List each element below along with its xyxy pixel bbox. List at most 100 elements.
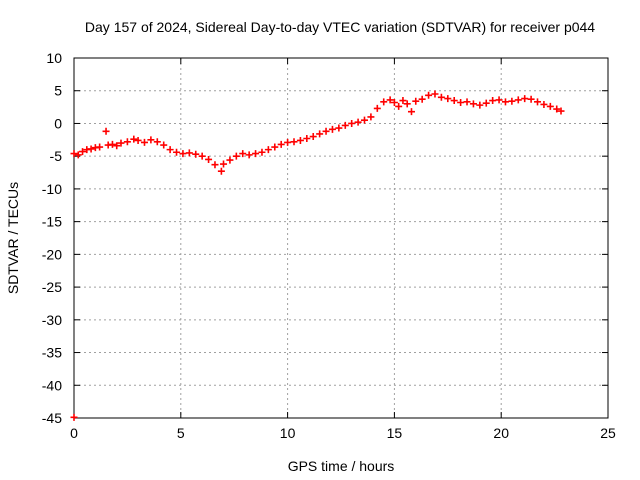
data-point-marker xyxy=(147,136,155,144)
data-point-marker xyxy=(160,141,168,149)
data-point-marker xyxy=(153,138,161,146)
axis-ticks: 0 5 10 15 20 25 10 5 0 -5 -10 -15 -20 -25 -30 -35 -40 -45 xyxy=(42,50,616,441)
data-point-marker xyxy=(335,124,343,132)
x-tick-label: 25 xyxy=(600,425,616,441)
x-tick-label: 15 xyxy=(387,425,403,441)
y-tick-label: -10 xyxy=(42,181,62,197)
data-point-marker xyxy=(140,138,148,146)
data-point-marker xyxy=(185,149,193,157)
data-point-marker xyxy=(239,150,247,158)
data-point-marker xyxy=(316,130,324,138)
data-point-marker xyxy=(425,91,433,99)
data-point-marker xyxy=(540,100,548,108)
data-point-marker xyxy=(173,148,181,156)
y-tick-label: -15 xyxy=(42,214,62,230)
data-point-marker xyxy=(252,150,260,158)
data-point-marker xyxy=(495,96,503,104)
data-point-marker xyxy=(463,98,471,106)
data-point-marker xyxy=(386,96,394,104)
data-point-marker xyxy=(264,146,272,154)
data-point-marker xyxy=(521,95,529,103)
data-point-marker xyxy=(469,100,477,108)
data-point-marker xyxy=(444,95,452,103)
data-point-marker xyxy=(412,97,420,105)
data-point-marker xyxy=(113,142,121,150)
data-point-marker xyxy=(309,133,317,141)
data-point-marker xyxy=(534,98,542,106)
grid-lines xyxy=(74,58,608,418)
data-point-marker xyxy=(277,140,285,148)
data-point-marker xyxy=(179,150,187,158)
data-point-marker xyxy=(192,150,200,158)
data-point-marker xyxy=(96,143,104,151)
data-point-marker xyxy=(450,97,458,105)
data-point-marker xyxy=(437,93,445,101)
data-point-marker xyxy=(373,104,381,112)
data-point-marker xyxy=(482,99,490,107)
data-point-marker xyxy=(220,160,228,168)
y-tick-label: -25 xyxy=(42,279,62,295)
data-point-marker xyxy=(271,143,279,151)
y-tick-label: -35 xyxy=(42,345,62,361)
data-point-marker xyxy=(102,127,110,135)
data-point-marker xyxy=(546,102,554,110)
data-point-marker xyxy=(457,99,465,107)
data-point-marker xyxy=(418,95,426,103)
data-point-marker xyxy=(296,136,304,144)
data-point-marker xyxy=(348,119,356,127)
x-tick-label: 10 xyxy=(280,425,296,441)
y-tick-label: -45 xyxy=(42,410,62,426)
data-point-marker xyxy=(328,125,336,133)
plot-frame xyxy=(73,57,609,419)
data-point-marker xyxy=(395,102,403,110)
data-point-marker xyxy=(431,90,439,98)
data-point-marker xyxy=(360,116,368,124)
data-point-marker xyxy=(514,96,522,104)
y-tick-label: -40 xyxy=(42,377,62,393)
y-tick-label: 5 xyxy=(54,83,62,99)
data-point-marker xyxy=(166,146,174,154)
data-point-marker xyxy=(217,167,225,175)
data-point-marker xyxy=(232,152,240,160)
data-point-marker xyxy=(74,151,82,159)
data-point-marker xyxy=(403,100,411,108)
data-point-marker xyxy=(290,138,298,146)
data-point-marker xyxy=(108,140,116,148)
data-point-marker xyxy=(322,127,330,135)
y-tick-label: 0 xyxy=(54,115,62,131)
data-points xyxy=(70,90,565,421)
data-point-marker xyxy=(284,138,292,146)
y-tick-label: -5 xyxy=(50,148,63,164)
data-point-marker xyxy=(557,107,565,115)
data-point-marker xyxy=(211,161,219,169)
data-point-marker xyxy=(303,135,311,143)
data-point-marker xyxy=(70,150,78,158)
data-point-marker xyxy=(489,97,497,105)
data-point-marker xyxy=(123,138,131,146)
data-point-marker xyxy=(390,99,398,107)
data-point-marker xyxy=(226,156,234,164)
x-tick-label: 0 xyxy=(70,425,78,441)
x-tick-label: 20 xyxy=(493,425,509,441)
data-point-marker xyxy=(553,105,561,113)
data-point-marker xyxy=(407,108,415,116)
x-axis-label: GPS time / hours xyxy=(288,458,395,474)
data-point-marker xyxy=(341,121,349,129)
data-point-marker xyxy=(258,148,266,156)
data-point-marker xyxy=(501,98,509,106)
data-point-marker xyxy=(198,152,206,160)
y-tick-label: -30 xyxy=(42,312,62,328)
data-point-marker xyxy=(354,118,362,126)
data-point-marker xyxy=(367,113,375,121)
data-point-marker xyxy=(476,101,484,109)
data-point-marker xyxy=(70,413,78,421)
y-axis-label: SDTVAR / TECUs xyxy=(5,182,21,294)
y-tick-label: 10 xyxy=(46,50,62,66)
data-point-marker xyxy=(527,95,535,103)
chart-title: Day 157 of 2024, Sidereal Day-to-day VTE… xyxy=(85,19,595,35)
data-point-marker xyxy=(508,97,516,105)
y-tick-label: -20 xyxy=(42,246,62,262)
